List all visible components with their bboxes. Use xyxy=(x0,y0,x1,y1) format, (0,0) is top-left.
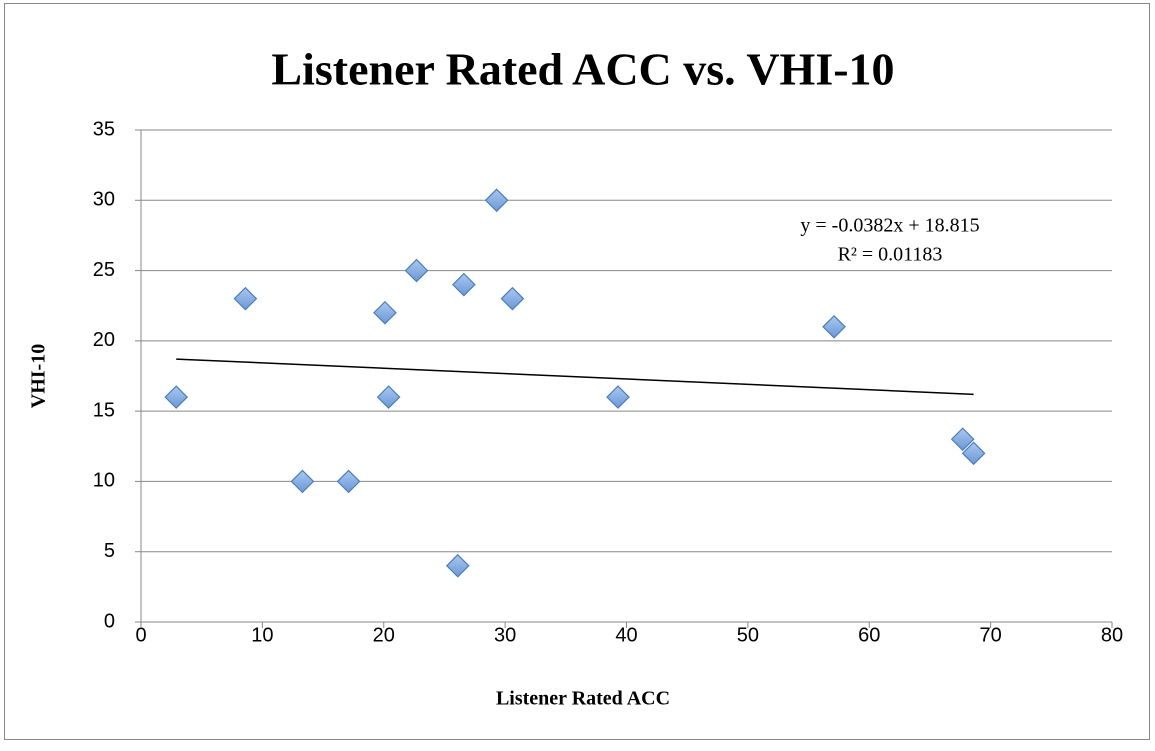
point xyxy=(452,272,476,297)
x-tick-label: 80 xyxy=(1101,624,1123,646)
y-tick-label: 15 xyxy=(93,399,115,421)
point xyxy=(336,469,361,494)
y-tick-label: 20 xyxy=(93,329,115,351)
point xyxy=(164,385,189,409)
point xyxy=(376,385,401,409)
x-tick-label: 20 xyxy=(373,624,395,646)
point xyxy=(500,286,525,311)
point xyxy=(445,553,470,578)
y-tick-label: 0 xyxy=(104,610,115,632)
point xyxy=(606,385,630,409)
point xyxy=(373,300,397,325)
x-tick-label: 30 xyxy=(494,624,516,646)
y-tick-label: 10 xyxy=(93,470,115,492)
point xyxy=(950,427,975,452)
chart-border xyxy=(4,3,1150,740)
point xyxy=(404,258,429,283)
y-tick-label: 35 xyxy=(93,118,115,140)
x-axis-label: Listener Rated ACC xyxy=(496,688,670,710)
x-tick-label: 70 xyxy=(980,624,1002,646)
x-tick-label: 0 xyxy=(135,624,146,646)
trend-r-squared: R² = 0.01183 xyxy=(838,244,943,266)
x-tick-label: 50 xyxy=(737,624,759,646)
point xyxy=(961,441,986,466)
point xyxy=(290,469,315,494)
y-tick-label: 5 xyxy=(104,540,115,562)
chart-title: Listener Rated ACC vs. VHI-10 xyxy=(271,44,894,95)
y-axis-label: VHI-10 xyxy=(28,344,50,408)
y-tick-label: 25 xyxy=(93,259,115,281)
point xyxy=(484,188,509,213)
trend-equation: y = -0.0382x + 18.815 xyxy=(800,215,979,237)
y-tick-label: 30 xyxy=(93,189,115,211)
x-tick-label: 10 xyxy=(251,624,273,646)
x-tick-label: 60 xyxy=(858,624,880,646)
trendline xyxy=(176,358,974,396)
x-tick-label: 40 xyxy=(615,624,637,646)
point xyxy=(822,314,846,339)
point xyxy=(233,286,258,311)
